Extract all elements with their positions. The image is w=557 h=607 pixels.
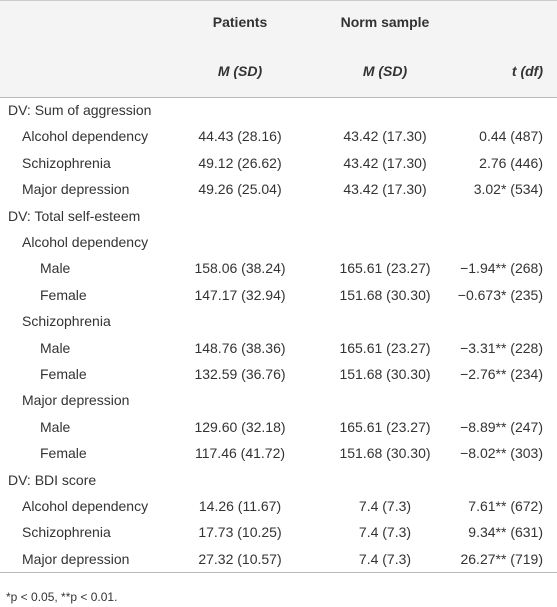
row-label: Female bbox=[40, 286, 87, 303]
cell: 129.60 (32.18) bbox=[194, 418, 286, 435]
group-label: DV: Total self-esteem bbox=[8, 207, 141, 224]
cell: 151.68 (30.30) bbox=[339, 366, 431, 382]
cell: 158.06 (38.24) bbox=[194, 260, 286, 277]
cell: 9.34** (631) bbox=[468, 524, 543, 541]
cell: 165.61 (23.27) bbox=[339, 418, 431, 435]
header-band bbox=[0, 0, 557, 98]
cell: −8.02** (303) bbox=[460, 445, 543, 462]
row-label: Major depression bbox=[22, 550, 130, 567]
row-label: Schizophrenia bbox=[22, 524, 111, 541]
subcolumn-header: M (SD) bbox=[217, 63, 263, 79]
cell: 165.61 (23.27) bbox=[339, 339, 431, 356]
cell: 7.4 (7.3) bbox=[358, 550, 412, 567]
row-label: Alcohol dependency bbox=[22, 128, 149, 145]
subcolumn-header: M (SD) bbox=[362, 63, 408, 79]
cell: −1.94** (268) bbox=[460, 260, 543, 277]
row-label: Alcohol dependency bbox=[22, 498, 149, 514]
cell: 49.26 (25.04) bbox=[198, 181, 282, 198]
cell: 147.17 (32.94) bbox=[194, 286, 286, 303]
cell: 151.68 (30.30) bbox=[339, 286, 431, 303]
cell: 44.43 (28.16) bbox=[198, 128, 282, 145]
cell: 43.42 (17.30) bbox=[343, 154, 427, 171]
cell: 165.61 (23.27) bbox=[339, 260, 431, 277]
cell: 117.46 (41.72) bbox=[194, 445, 286, 462]
row-label: Male bbox=[40, 339, 71, 356]
row-label: Schizophrenia bbox=[22, 313, 111, 330]
footnote: *p < 0.05, **p < 0.01. bbox=[6, 590, 118, 604]
group-label: DV: Sum of aggression bbox=[8, 102, 152, 118]
cell: −0.673* (235) bbox=[457, 286, 543, 303]
cell: −3.31** (228) bbox=[460, 339, 543, 356]
row-label: Female bbox=[40, 366, 87, 382]
group-label: DV: BDI score bbox=[8, 471, 97, 488]
row-label: Major depression bbox=[22, 392, 130, 409]
cell: 2.76 (446) bbox=[479, 154, 543, 171]
row-label: Alcohol dependency bbox=[22, 234, 149, 250]
cell: 7.61** (672) bbox=[468, 498, 543, 514]
column-header: Norm sample bbox=[340, 14, 430, 30]
cell: 49.12 (26.62) bbox=[198, 154, 282, 171]
cell: 3.02* (534) bbox=[473, 181, 543, 198]
cell: −2.76** (234) bbox=[460, 366, 543, 382]
cell: 17.73 (10.25) bbox=[198, 524, 282, 541]
row-label: Schizophrenia bbox=[22, 154, 111, 171]
row-label: Female bbox=[40, 445, 87, 462]
row-label: Male bbox=[40, 418, 71, 435]
row-label: Major depression bbox=[22, 181, 130, 198]
cell: −8.89** (247) bbox=[460, 418, 543, 435]
cell: 14.26 (11.67) bbox=[198, 498, 282, 514]
cell: 26.27** (719) bbox=[460, 550, 543, 567]
rule bbox=[0, 572, 557, 573]
cell: 7.4 (7.3) bbox=[358, 498, 412, 514]
cell: 43.42 (17.30) bbox=[343, 181, 427, 198]
column-header: Patients bbox=[212, 14, 268, 30]
cell: 132.59 (36.76) bbox=[194, 366, 286, 382]
cell: 0.44 (487) bbox=[479, 128, 543, 145]
cell: 7.4 (7.3) bbox=[358, 524, 412, 541]
cell: 151.68 (30.30) bbox=[339, 445, 431, 462]
cell: 43.42 (17.30) bbox=[343, 128, 427, 145]
cell: 27.32 (10.57) bbox=[198, 550, 282, 567]
row-label: Male bbox=[40, 260, 71, 277]
subcolumn-header: t (df) bbox=[511, 63, 543, 79]
cell: 148.76 (38.36) bbox=[194, 339, 286, 356]
